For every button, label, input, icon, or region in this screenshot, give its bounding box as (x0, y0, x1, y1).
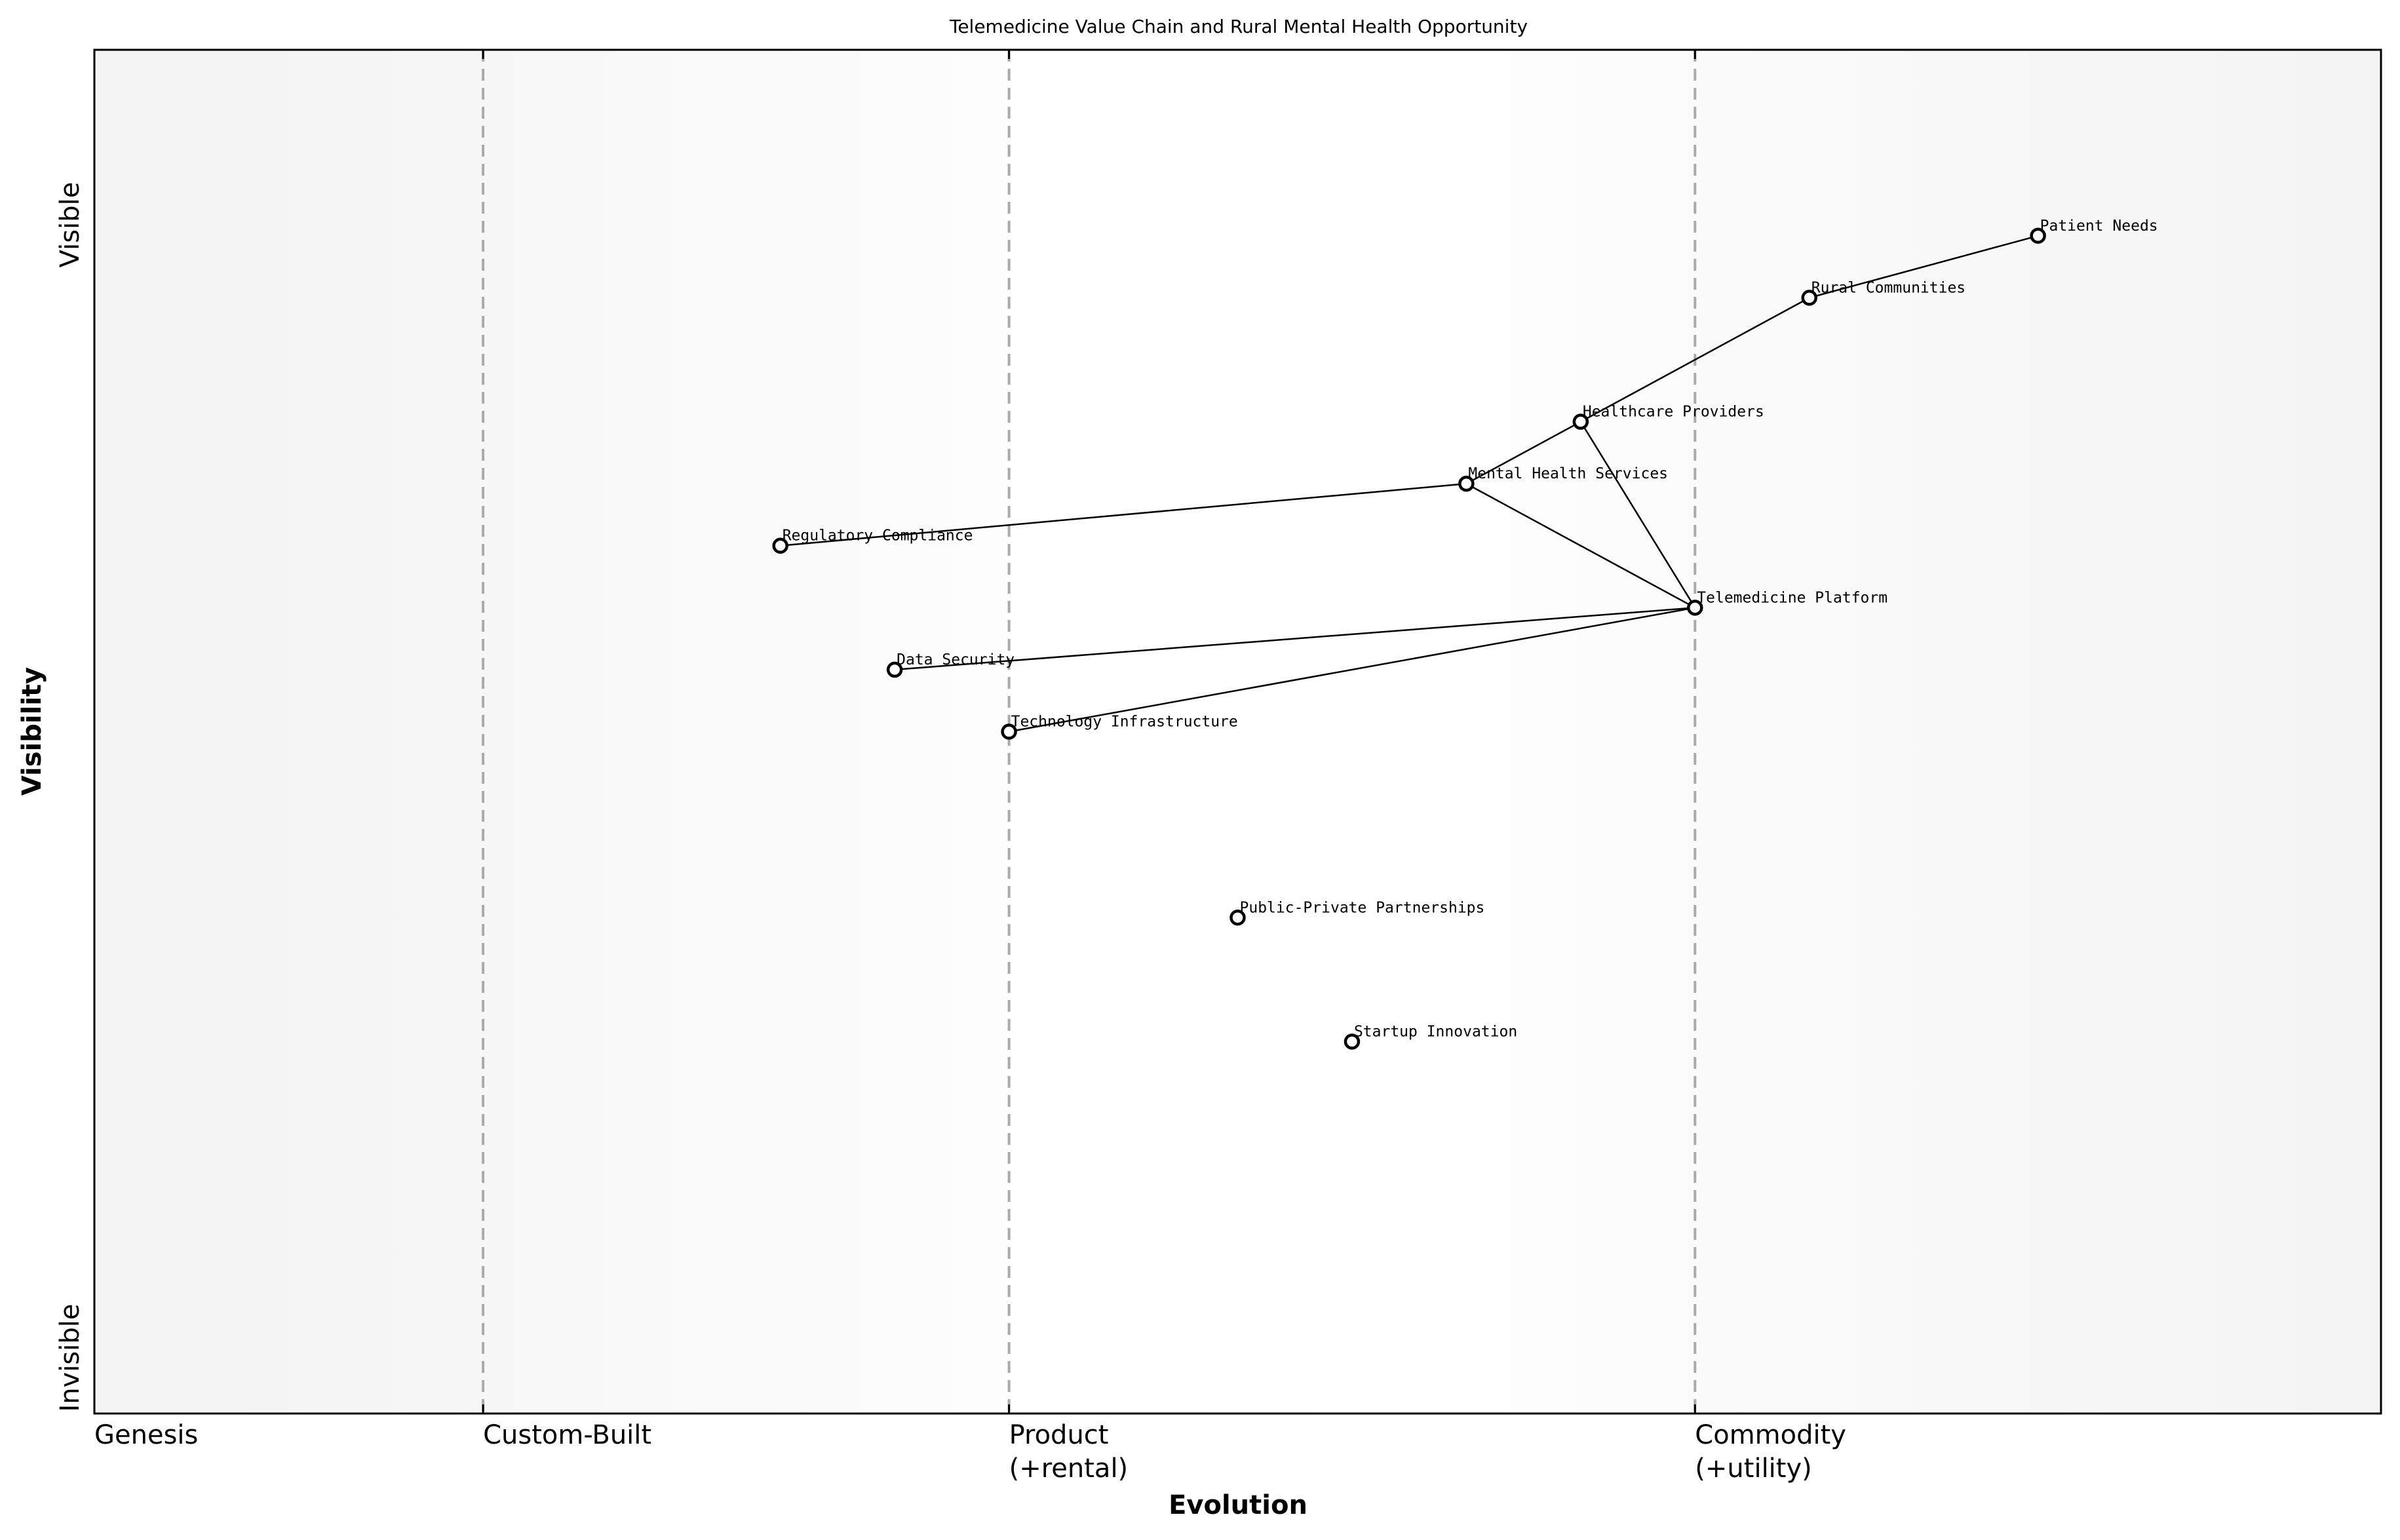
node-label: Public-Private Partnerships (1240, 899, 1485, 916)
node-regulatory-compliance[interactable]: Regulatory Compliance (772, 528, 973, 554)
node-circle-icon[interactable] (1572, 414, 1589, 430)
x-tick-label-genesis: Genesis (94, 1420, 198, 1450)
link-telemedicine-platform-to-technology-infrastructure (1009, 607, 1695, 733)
node-label: Telemedicine Platform (1697, 589, 1887, 606)
node-circle-icon[interactable] (1801, 290, 1817, 306)
x-tick-sublabel-product: (+rental) (1009, 1453, 1129, 1484)
y-tick-visible: Visible (55, 182, 85, 268)
node-label: Healthcare Providers (1583, 404, 1764, 421)
node-circle-icon[interactable] (1344, 1033, 1361, 1050)
x-tick-label-product: Product (1009, 1420, 1109, 1450)
x-tick-label-custom-built: Custom-Built (483, 1420, 651, 1450)
node-label: Technology Infrastructure (1011, 714, 1238, 731)
plot-background (94, 50, 2381, 1414)
node-rural-communities[interactable]: Rural Communities (1801, 279, 1965, 306)
node-label: Regulatory Compliance (783, 528, 973, 545)
node-healthcare-providers[interactable]: Healthcare Providers (1572, 404, 1764, 430)
node-label: Rural Communities (1811, 279, 1965, 296)
node-circle-icon[interactable] (1687, 600, 1703, 616)
node-circle-icon[interactable] (886, 661, 903, 678)
x-axis-label: Evolution (1169, 1490, 1307, 1520)
x-tick-label-commodity: Commodity (1695, 1420, 1846, 1450)
node-label: Mental Health Services (1468, 465, 1668, 482)
node-technology-infrastructure[interactable]: Technology Infrastructure (1001, 714, 1238, 740)
node-circle-icon[interactable] (772, 537, 788, 554)
node-patient-needs[interactable]: Patient Needs (2030, 218, 2158, 244)
node-telemedicine-platform[interactable]: Telemedicine Platform (1687, 589, 1887, 616)
node-public-private-partnerships[interactable]: Public-Private Partnerships (1229, 899, 1485, 926)
x-tick-labels: Genesis Custom-Built Product(+rental) Commo… (94, 1420, 1846, 1484)
link-mental-health-services-to-regulatory-compliance (780, 482, 1467, 547)
node-mental-health-services[interactable]: Mental Health Services (1458, 465, 1668, 492)
y-tick-invisible: Invisible (55, 1304, 85, 1412)
node-startup-innovation[interactable]: Startup Innovation (1344, 1023, 1517, 1050)
node-label: Startup Innovation (1354, 1023, 1517, 1040)
y-axis-label: Visibility (17, 667, 47, 796)
link-healthcare-providers-to-telemedicine-platform (1579, 421, 1696, 608)
node-circle-icon[interactable] (2030, 227, 2046, 244)
x-tick-sublabel-commodity: (+utility) (1695, 1453, 1811, 1484)
component-nodes: Patient Needs Rural Communities Healthcare… (772, 218, 2158, 1050)
plot-frame (93, 48, 2382, 1415)
node-circle-icon[interactable] (1458, 475, 1475, 492)
node-circle-icon[interactable] (1001, 723, 1017, 740)
node-label: Patient Needs (2040, 218, 2158, 235)
chart-title: Telemedicine Value Chain and Rural Menta… (949, 16, 1528, 37)
node-circle-icon[interactable] (1229, 910, 1246, 926)
stage-dividers (482, 50, 1697, 1414)
link-rural-communities-to-healthcare-providers (1580, 297, 1810, 423)
link-healthcare-providers-to-mental-health-services (1465, 421, 1581, 485)
link-mental-health-services-to-telemedicine-platform (1465, 483, 1695, 609)
link-telemedicine-platform-to-data-security (895, 607, 1695, 671)
node-data-security[interactable]: Data Security (886, 651, 1015, 678)
dependency-links (780, 235, 2038, 733)
node-label: Data Security (897, 651, 1015, 668)
link-patient-needs-to-rural-communities (1809, 235, 2038, 299)
